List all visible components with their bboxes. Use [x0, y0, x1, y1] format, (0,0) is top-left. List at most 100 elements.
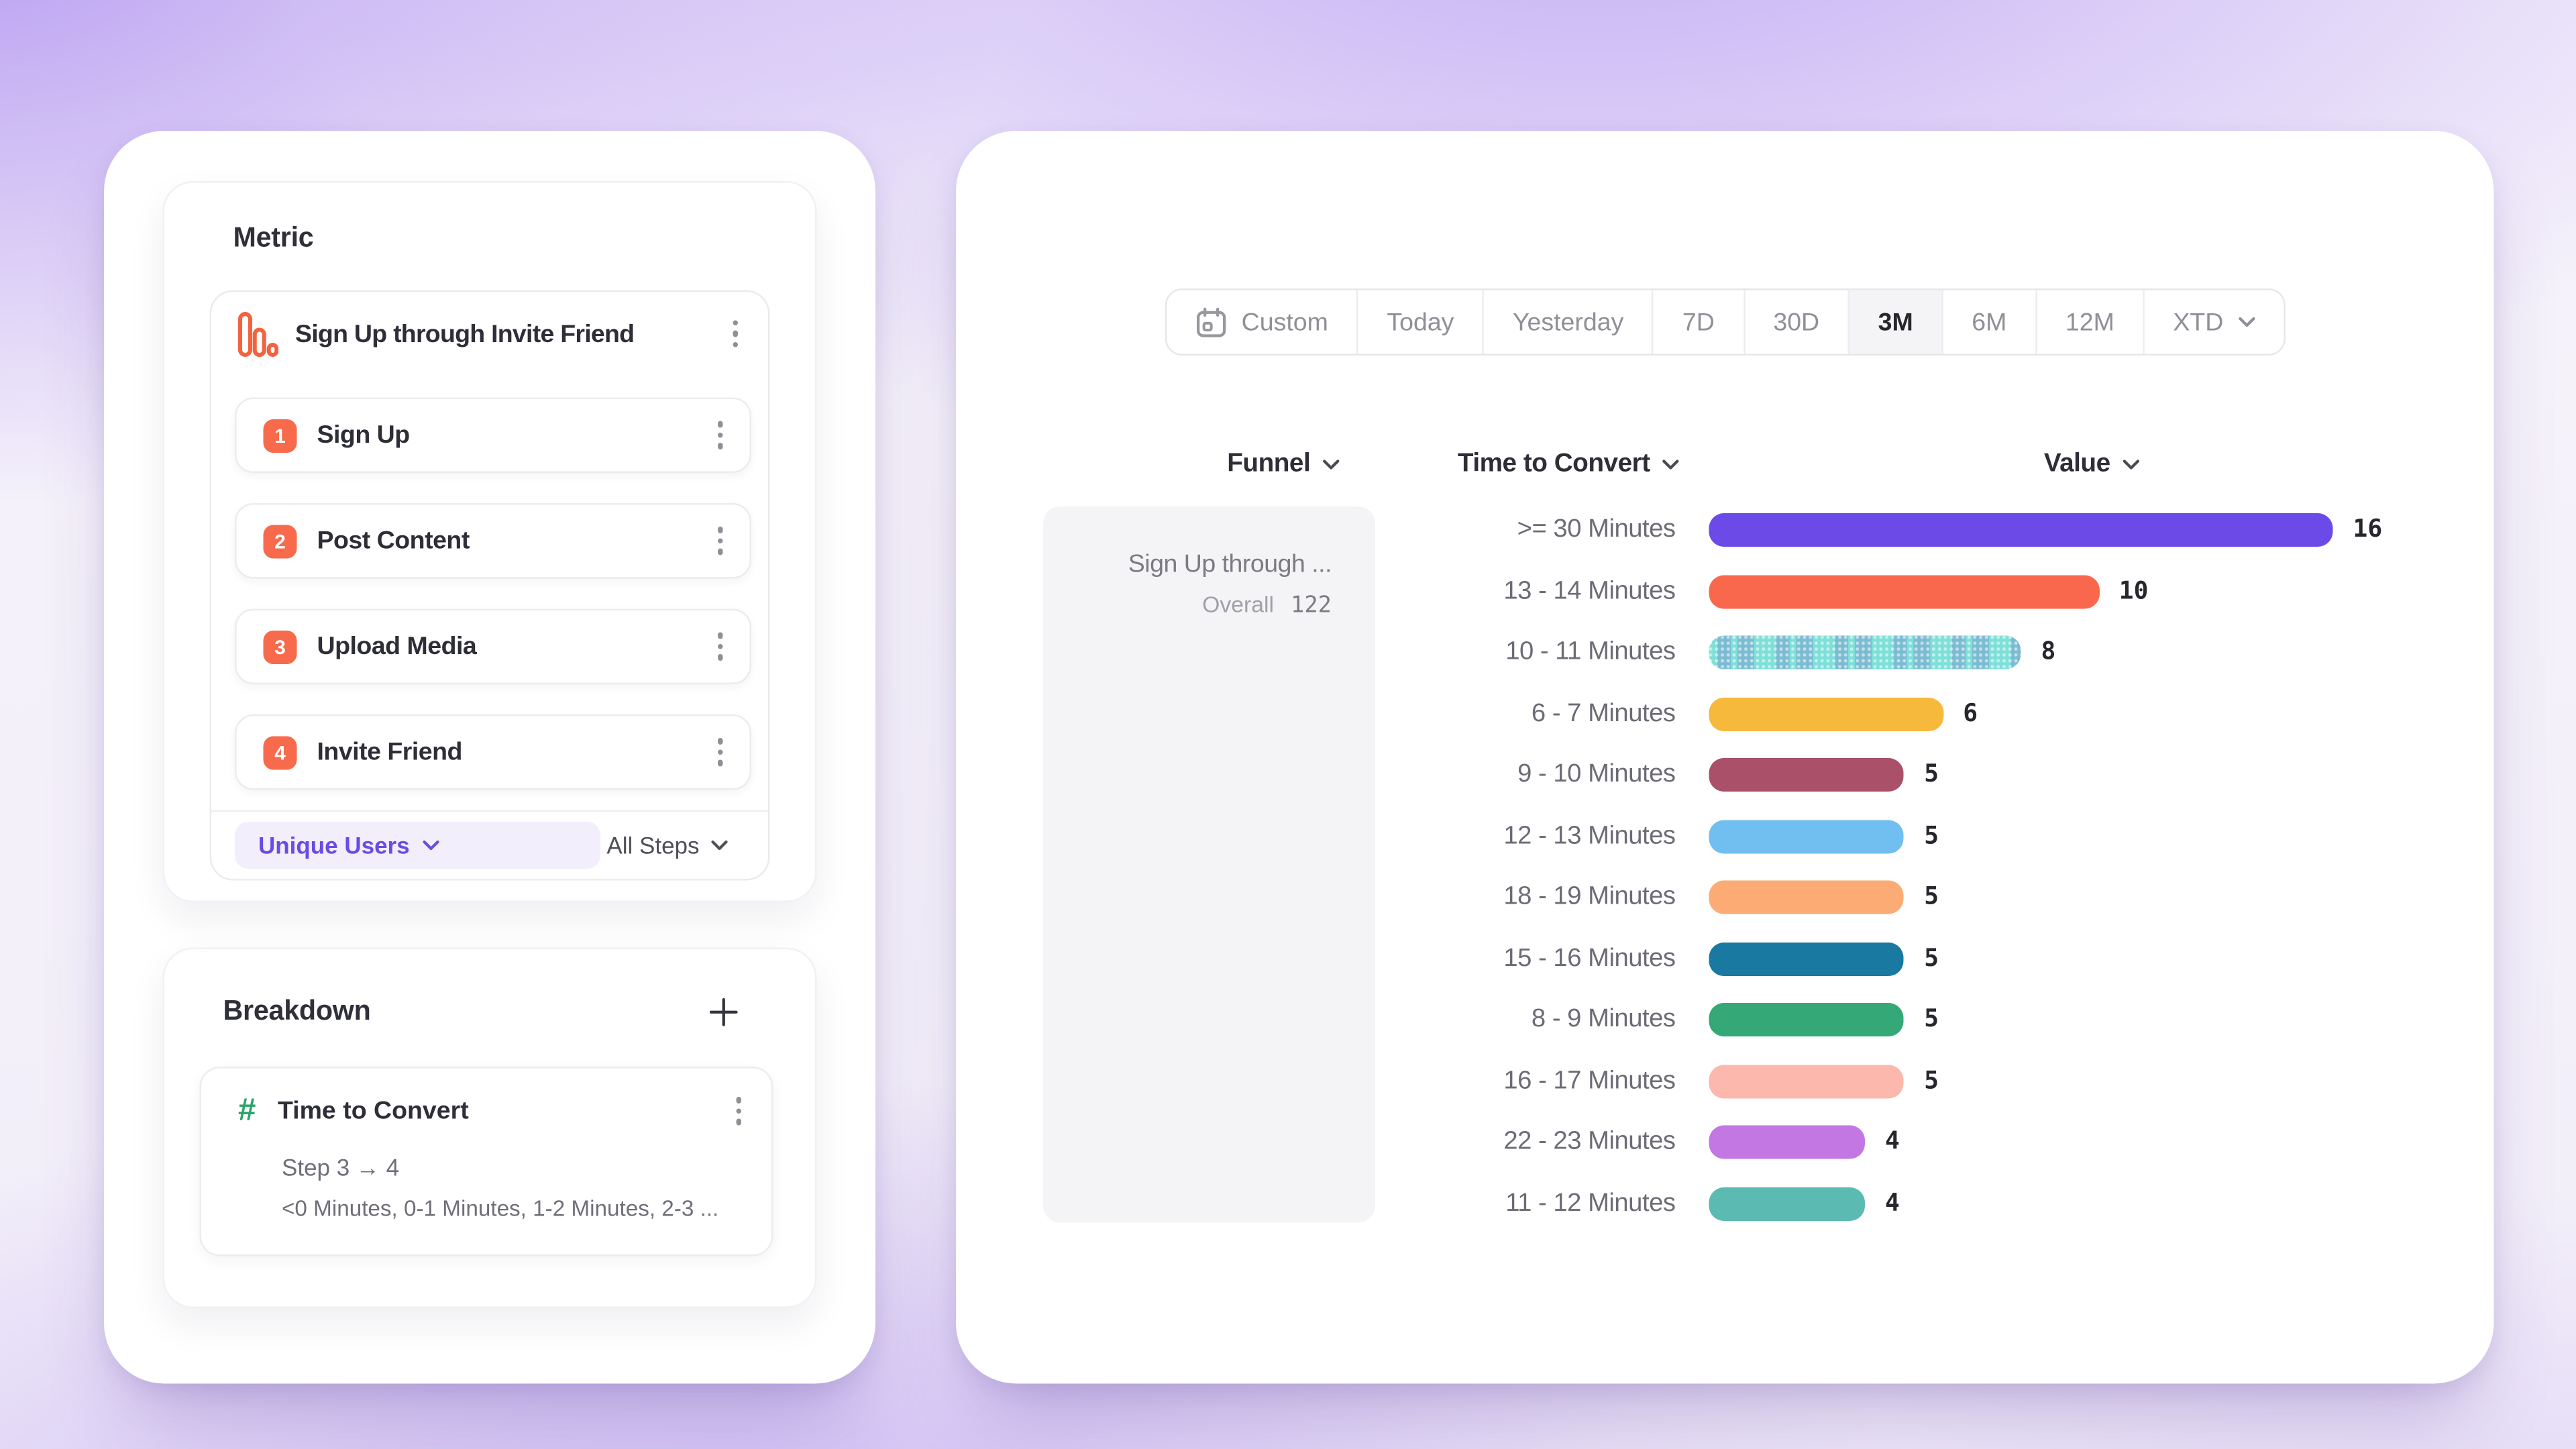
bucket-label: 22 - 23 Minutes	[1503, 1127, 1676, 1157]
breakdown-options-kebab-icon[interactable]	[729, 1090, 748, 1131]
time-range-option-12m[interactable]: 12M	[2037, 290, 2145, 354]
bucket-label: 6 - 7 Minutes	[1531, 698, 1676, 728]
bucket-label: 18 - 19 Minutes	[1503, 882, 1676, 912]
chevron-down-icon	[2239, 317, 2255, 327]
chart-row: 8 - 9 Minutes 5	[1320, 989, 2383, 1051]
step-number-badge: 1	[263, 418, 297, 452]
bar-value: 4	[1885, 1129, 1900, 1157]
step-label: Sign Up	[317, 421, 411, 450]
bar-value: 6	[1963, 700, 1978, 728]
step-options-kebab-icon[interactable]	[710, 626, 730, 667]
bucket-label: 16 - 17 Minutes	[1503, 1066, 1676, 1095]
value-bar[interactable]	[1709, 1126, 1865, 1160]
time-range-option-label: Yesterday	[1512, 307, 1624, 337]
number-property-icon: #	[238, 1093, 256, 1128]
chevron-down-icon	[711, 840, 728, 851]
funnel-step-row[interactable]: 1 Sign Up	[235, 397, 751, 473]
chart-row: 6 - 7 Minutes 6	[1320, 684, 2383, 745]
step-number-badge: 4	[263, 735, 297, 769]
time-range-option-label: 6M	[1972, 307, 2007, 337]
report-card: Custom Today Yesterday 7D 30D 3M 6M 12M XTD Funn…	[956, 131, 2494, 1384]
funnel-group-cell[interactable]: Sign Up through ... Overall 122	[1043, 506, 1375, 1223]
chart-row: 10 - 11 Minutes 8	[1320, 623, 2383, 684]
value-bar[interactable]	[1709, 574, 2099, 608]
query-builder-card: Metric Sign Up through Invite Friend 1 Si…	[104, 131, 875, 1384]
value-bar[interactable]	[1709, 636, 2021, 670]
time-range-option-xtd[interactable]: XTD	[2144, 290, 2284, 354]
add-breakdown-button[interactable]	[704, 993, 741, 1030]
time-range-option-custom[interactable]: Custom	[1166, 290, 1358, 354]
column-header-value[interactable]: Value	[2044, 449, 2139, 480]
value-bar[interactable]	[1709, 513, 2333, 547]
time-range-option-today[interactable]: Today	[1358, 290, 1485, 354]
counting-method-dropdown[interactable]: Unique Users	[235, 822, 600, 869]
bucket-label: 9 - 10 Minutes	[1517, 760, 1676, 789]
step-number-badge: 2	[263, 524, 297, 558]
steps-filter-dropdown[interactable]: All Steps	[606, 832, 728, 859]
counting-method-label: Unique Users	[258, 832, 410, 859]
funnel-options-kebab-icon[interactable]	[725, 313, 745, 354]
funnel-title-row[interactable]: Sign Up through Invite Friend	[211, 292, 768, 372]
time-range-option-3m[interactable]: 3M	[1849, 290, 1943, 354]
column-header-time-to-convert[interactable]: Time to Convert	[1458, 449, 1678, 480]
value-bar[interactable]	[1709, 1187, 1865, 1221]
value-bar[interactable]	[1709, 697, 1943, 731]
metric-panel: Metric Sign Up through Invite Friend 1 Si…	[162, 181, 817, 902]
time-range-option-label: 7D	[1682, 307, 1715, 337]
bar-value: 5	[1924, 822, 1939, 850]
plus-icon	[708, 997, 737, 1026]
step-options-kebab-icon[interactable]	[710, 732, 730, 773]
bar-value: 16	[2353, 517, 2383, 544]
step-label: Upload Media	[317, 632, 477, 661]
chart-row: 13 - 14 Minutes 10	[1320, 561, 2383, 622]
value-bar[interactable]	[1709, 1003, 1904, 1037]
step-label: Post Content	[317, 527, 470, 555]
time-range-option-label: Custom	[1241, 307, 1328, 337]
value-bar[interactable]	[1709, 881, 1904, 915]
bucket-label: 10 - 11 Minutes	[1505, 637, 1676, 667]
breakdown-step-range: Step 3 → 4	[282, 1152, 400, 1180]
chart-row: 9 - 10 Minutes 5	[1320, 745, 2383, 806]
breakdown-item[interactable]: # Time to Convert Step 3 → 4 <0 Minutes,…	[199, 1067, 773, 1256]
calendar-icon	[1195, 306, 1227, 338]
time-range-option-label: XTD	[2173, 307, 2224, 337]
step-options-kebab-icon[interactable]	[710, 415, 730, 455]
bar-value: 4	[1885, 1190, 1900, 1218]
value-bar[interactable]	[1709, 1064, 1904, 1098]
overall-value: 122	[1291, 592, 1332, 619]
bucket-label: 11 - 12 Minutes	[1505, 1188, 1676, 1218]
bar-value: 5	[1924, 945, 1939, 973]
chevron-down-icon	[423, 840, 440, 851]
funnel-step-row[interactable]: 2 Post Content	[235, 503, 751, 579]
time-range-option-6m[interactable]: 6M	[1943, 290, 2037, 354]
chart-row: 12 - 13 Minutes 5	[1320, 806, 2383, 867]
time-range-option-7d[interactable]: 7D	[1654, 290, 1745, 354]
step-options-kebab-icon[interactable]	[710, 521, 730, 561]
chevron-down-icon	[1322, 460, 1339, 470]
value-bar[interactable]	[1709, 942, 1904, 976]
bucket-label: 8 - 9 Minutes	[1531, 1005, 1676, 1034]
funnel-step-row[interactable]: 3 Upload Media	[235, 608, 751, 684]
column-header-ttc-label: Time to Convert	[1457, 449, 1650, 478]
value-bar[interactable]	[1709, 819, 1904, 853]
chevron-down-icon	[1662, 460, 1678, 470]
step-label: Invite Friend	[317, 738, 463, 767]
chart-row: 22 - 23 Minutes 4	[1320, 1112, 2383, 1173]
column-header-funnel[interactable]: Funnel	[1227, 449, 1339, 480]
bar-value: 5	[1924, 1067, 1939, 1095]
time-range-option-label: 3M	[1878, 307, 1913, 337]
time-range-option-label: Today	[1387, 307, 1454, 337]
metric-heading: Metric	[233, 223, 314, 254]
time-range-option-30d[interactable]: 30D	[1744, 290, 1850, 354]
bucket-label: 15 - 16 Minutes	[1503, 943, 1676, 973]
chart-row: 15 - 16 Minutes 5	[1320, 928, 2383, 989]
funnel-step-row[interactable]: 4 Invite Friend	[235, 714, 751, 790]
time-range-option-label: 30D	[1773, 307, 1820, 337]
value-bar[interactable]	[1709, 758, 1904, 792]
chevron-down-icon	[2122, 460, 2139, 470]
breakdown-property-label: Time to Convert	[277, 1096, 469, 1125]
bucket-label: 13 - 14 Minutes	[1503, 576, 1676, 605]
time-range-option-yesterday[interactable]: Yesterday	[1484, 290, 1654, 354]
bucket-label: 12 - 13 Minutes	[1503, 821, 1676, 850]
